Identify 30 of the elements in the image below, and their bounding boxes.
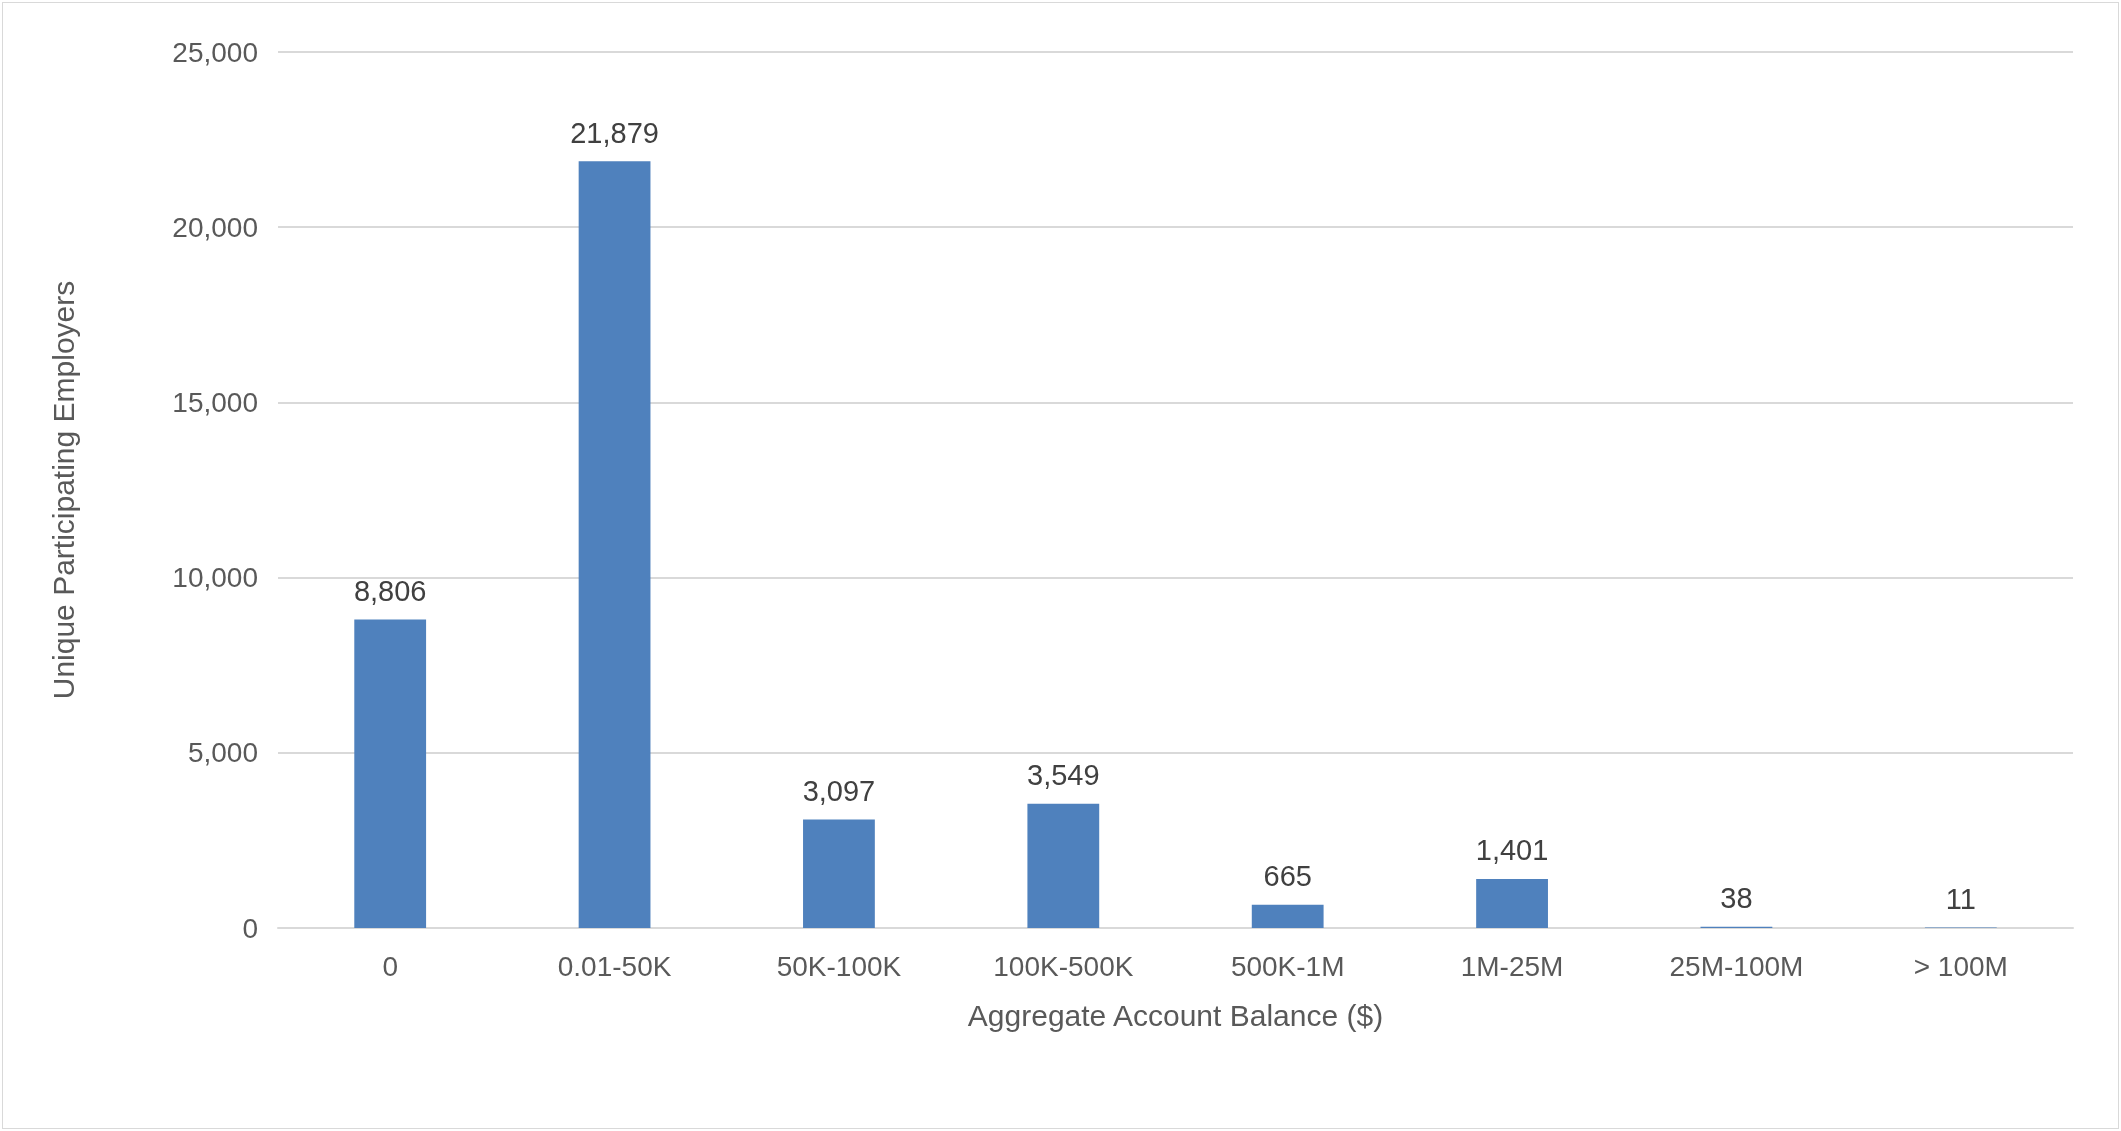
data-label: 21,879	[570, 116, 659, 149]
bar	[1027, 803, 1100, 928]
data-label: 8,806	[353, 574, 427, 607]
data-label: 11	[1945, 883, 1976, 916]
x-tick-label: 25M-100M	[1669, 950, 1804, 982]
y-tick-label: 0	[242, 912, 258, 944]
bar	[1251, 904, 1324, 928]
x-tick-label: 1M-25M	[1460, 950, 1564, 982]
x-tick-label: 50K-100K	[776, 950, 902, 982]
bar	[1476, 878, 1548, 928]
x-axis-title: Aggregate Account Balance ($)	[967, 998, 1384, 1032]
bar	[578, 161, 651, 928]
x-tick-label: 0.01-50K	[557, 950, 672, 982]
x-tick-label: 500K-1M	[1230, 950, 1345, 982]
y-tick-label: 10,000	[172, 562, 258, 594]
y-tick-label: 15,000	[172, 386, 258, 418]
data-label: 3,549	[1027, 759, 1100, 792]
data-label: 1,401	[1475, 834, 1549, 867]
x-tick-label: 0	[382, 950, 398, 982]
bar	[803, 819, 875, 928]
bar	[354, 619, 427, 928]
x-tick-label: 100K-500K	[993, 950, 1134, 982]
y-tick-label: 20,000	[172, 211, 258, 243]
data-label: 665	[1263, 860, 1312, 893]
data-label: 38	[1720, 882, 1753, 915]
data-label: 3,097	[802, 774, 876, 807]
y-axis-title: Unique Participating Employers	[46, 280, 80, 700]
x-tick-label: > 100M	[1913, 950, 2008, 982]
y-tick-label: 25,000	[172, 36, 258, 68]
y-tick-label: 5,000	[187, 737, 258, 769]
